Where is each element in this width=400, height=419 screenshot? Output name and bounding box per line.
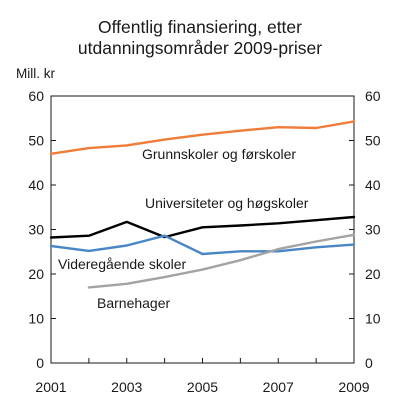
series-label-2: Videregående skoler [58,256,187,272]
x-tick-label-2: 2005 [187,379,218,395]
x-tick-label-1: 2003 [111,379,142,395]
y-tick-label-right-1: 10 [365,311,381,327]
y-tick-label-right-6: 60 [365,88,381,104]
y-tick-label-right-0: 0 [365,355,373,371]
y-tick-label-left-0: 0 [36,355,44,371]
series-line-1 [49,215,356,239]
chart-title-line-1: Offentlig finansiering, etter [98,17,302,37]
plot-frame [50,95,355,364]
series-line-0 [49,120,356,156]
y-tick-label-left-3: 30 [28,222,44,238]
y-tick-label-left-4: 40 [28,177,44,193]
y-tick-label-right-5: 50 [365,133,381,149]
x-tick-label-4: 2009 [338,379,369,395]
series-label-1: Universiteter og høgskoler [145,195,309,211]
x-tick-label-0: 2001 [35,379,66,395]
y-tick-label-right-2: 20 [365,266,381,282]
x-tick-label-3: 2007 [263,379,294,395]
y-tick-label-left-5: 50 [28,133,44,149]
series-line-3 [87,233,356,289]
y-tick-label-right-4: 40 [365,177,381,193]
series-label-3: Barnehager [97,295,171,311]
y-tick-label-right-3: 30 [365,222,381,238]
y-axis-unit: Mill. kr [16,66,55,81]
y-tick-label-left-1: 10 [28,311,44,327]
series-label-0: Grunnskoler og førskoler [142,146,296,162]
series-line-2 [49,234,356,256]
y-tick-label-left-2: 20 [28,266,44,282]
chart-title-line-2: utdanningsområder 2009-priser [77,38,323,58]
y-tick-label-left-6: 60 [28,88,44,104]
